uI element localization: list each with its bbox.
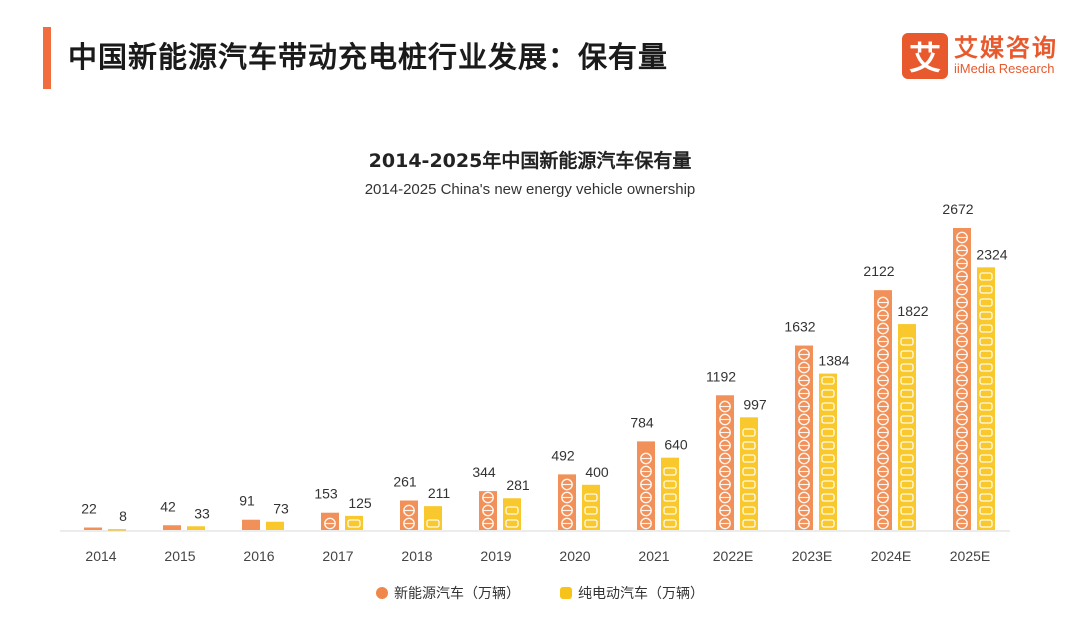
value-label-bev-2014: 8: [119, 508, 127, 524]
tick-label-2024E: 2024E: [871, 548, 911, 564]
value-label-nev-2016: 91: [239, 493, 255, 509]
tick-label-2015: 2015: [164, 548, 195, 564]
bar-nev-2024E: [874, 290, 892, 530]
chart-legend: 新能源汽车（万辆） 纯电动汽车（万辆）: [0, 583, 1080, 603]
value-label-nev-2015: 42: [160, 498, 176, 514]
page-title: 中国新能源汽车带动充电桩行业发展：保有量: [68, 40, 669, 74]
value-label-bev-2016: 73: [273, 501, 289, 517]
value-label-bev-2017: 125: [348, 495, 372, 511]
value-label-nev-2018: 261: [393, 474, 417, 490]
value-label-bev-2024E: 1822: [897, 303, 928, 319]
bar-bev-2015: [187, 526, 205, 530]
tick-label-2018: 2018: [401, 548, 432, 564]
tick-label-2021: 2021: [638, 548, 669, 564]
value-label-bev-2025E: 2324: [976, 246, 1007, 262]
bar-nev-2022E: [716, 395, 734, 530]
charging-car-icon: [560, 587, 572, 599]
bar-bev-2014: [108, 529, 126, 531]
bar-nev-2014: [84, 527, 102, 530]
title-accent-bar: [43, 27, 51, 89]
chart-subtitle: 2014-2025 China's new energy vehicle own…: [364, 181, 696, 198]
value-label-nev-2025E: 2672: [942, 201, 973, 217]
value-label-nev-2024E: 2122: [863, 263, 894, 279]
value-label-nev-2020: 492: [551, 447, 575, 463]
bar-nev-2023E: [795, 345, 813, 530]
value-label-nev-2014: 22: [81, 501, 97, 517]
bar-nev-2018: [400, 500, 418, 530]
tick-label-2019: 2019: [480, 548, 511, 564]
logo-text: 艾媒咨询 iiMedia Research: [954, 35, 1058, 77]
bar-nev-2017: [321, 512, 339, 530]
bar-bev-2023E: [819, 373, 837, 530]
tick-label-2014: 2014: [85, 548, 116, 564]
tick-label-2025E: 2025E: [950, 548, 990, 564]
bar-bev-2024E: [898, 324, 916, 530]
car-icon: [376, 587, 388, 599]
bar-nev-2021: [637, 441, 655, 530]
bar-bev-2019: [503, 498, 521, 530]
tick-label-2017: 2017: [322, 548, 353, 564]
value-label-bev-2022E: 997: [743, 396, 767, 412]
value-label-nev-2017: 153: [314, 486, 338, 502]
tick-label-2022E: 2022E: [713, 548, 753, 564]
value-label-nev-2019: 344: [472, 464, 496, 480]
chart-title: 2014-2025年中国新能源汽车保有量: [368, 150, 692, 172]
bar-nev-2015: [163, 525, 181, 530]
bar-bev-2016: [266, 521, 284, 530]
value-label-bev-2015: 33: [194, 505, 210, 521]
value-label-nev-2022E: 1192: [706, 368, 736, 384]
bar-nev-2025E: [953, 228, 971, 530]
iimedia-logo: 艾 艾媒咨询 iiMedia Research: [902, 32, 1058, 80]
bar-bev-2021: [661, 457, 679, 530]
bar-nev-2019: [479, 491, 497, 530]
bar-bev-2022E: [740, 417, 758, 530]
bar-bev-2017: [345, 515, 363, 530]
bar-nev-2020: [558, 474, 576, 530]
value-label-nev-2021: 784: [630, 414, 654, 430]
tick-label-2020: 2020: [559, 548, 590, 564]
tick-label-2016: 2016: [243, 548, 274, 564]
logo-name-en: iiMedia Research: [954, 61, 1055, 76]
legend-label-nev: 新能源汽车（万辆）: [394, 586, 520, 602]
value-label-bev-2019: 281: [506, 477, 530, 493]
value-label-bev-2020: 400: [585, 464, 609, 480]
bar-bev-2025E: [977, 267, 995, 530]
value-label-nev-2023E: 1632: [784, 319, 815, 335]
legend-item-bev: 纯电动汽车（万辆）: [560, 583, 704, 603]
tick-label-2023E: 2023E: [792, 548, 832, 564]
legend-label-bev: 纯电动汽车（万辆）: [578, 586, 704, 602]
bar-nev-2016: [242, 519, 260, 530]
logo-name-cn: 艾媒咨询: [954, 34, 1058, 62]
legend-item-nev: 新能源汽车（万辆）: [376, 583, 520, 603]
value-label-bev-2018: 211: [428, 485, 451, 501]
logo-mark: 艾: [902, 33, 948, 79]
value-label-bev-2023E: 1384: [818, 353, 849, 369]
value-label-bev-2021: 640: [664, 437, 688, 453]
bar-bev-2018: [424, 506, 442, 530]
bar-bev-2020: [582, 484, 600, 530]
